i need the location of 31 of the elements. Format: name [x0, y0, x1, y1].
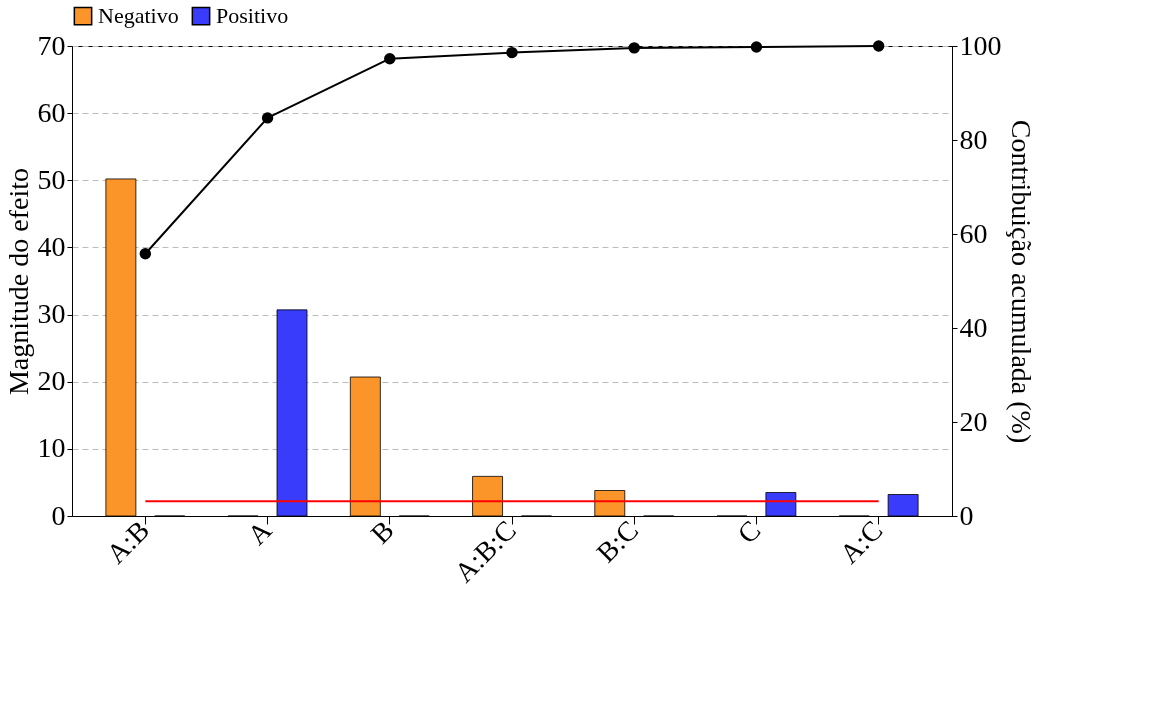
y2-tick-label: 20 [959, 405, 988, 437]
y-tick-label: 10 [37, 432, 66, 464]
y-tick-label: 0 [51, 499, 66, 531]
point [872, 40, 885, 52]
point [261, 112, 274, 124]
x-tick-label: C [731, 514, 767, 550]
x-tick-label: A:C [833, 514, 889, 570]
point [628, 42, 640, 54]
y-tick-label: 60 [37, 96, 66, 128]
y2-tick-label: 100 [959, 29, 1002, 61]
legend-label: Positivo [216, 3, 289, 29]
y2-axis-title: Contribuição acumulada (%) [1005, 119, 1037, 444]
y-tick-label: 20 [37, 365, 66, 397]
y-tick-label: 40 [37, 230, 66, 262]
y2-tick-label: 80 [959, 123, 988, 155]
point [384, 53, 396, 65]
y-tick-label: 70 [37, 29, 66, 61]
y-tick-label: 30 [37, 298, 66, 330]
x-tick-label: B [364, 514, 400, 550]
legend-label: Negativo [98, 3, 179, 29]
x-tick-label: A:B [100, 514, 156, 570]
y2-tick-label: 60 [959, 217, 988, 249]
x-tick-label: A [241, 513, 278, 551]
y2-tick-label: 40 [959, 311, 988, 343]
x-tick-label: B:C [590, 514, 645, 569]
y-tick-label: 50 [37, 163, 66, 195]
point [506, 46, 518, 59]
point [750, 41, 763, 53]
y2-tick-label: 0 [959, 499, 974, 531]
y-axis-title: Magnitude do efeito [2, 167, 34, 396]
point [139, 248, 152, 260]
